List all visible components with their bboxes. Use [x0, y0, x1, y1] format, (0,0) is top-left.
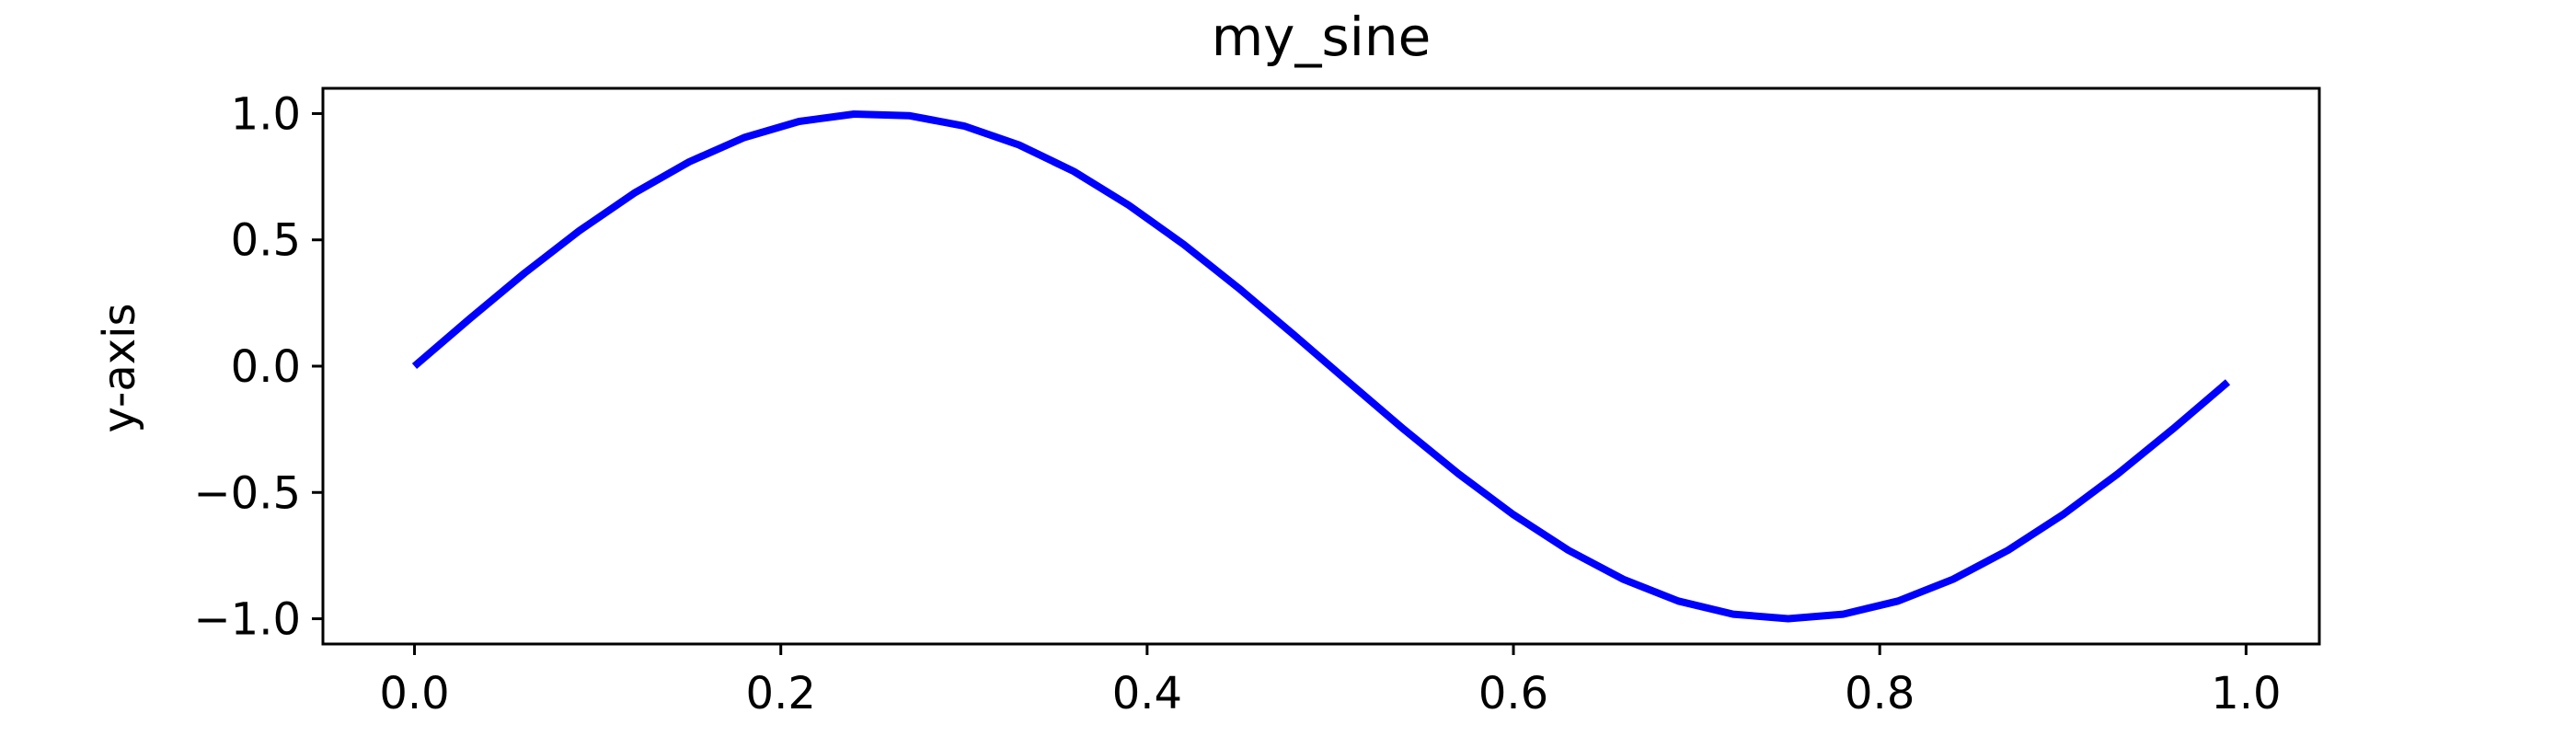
y-axis-label: y-axis: [94, 303, 145, 432]
y-tick-label: −0.5: [193, 467, 301, 519]
series-line: [411, 110, 2231, 623]
y-axis: 1.0 0.5 0.0 −0.5 −1.0: [193, 88, 323, 646]
y-tick-label: −1.0: [193, 594, 301, 646]
y-tick-label: 0.5: [231, 215, 301, 267]
x-tick-label: 0.0: [379, 668, 449, 719]
y-tick-label: 0.0: [231, 341, 301, 393]
series-layer: [411, 110, 2231, 623]
plot-area-frame: [321, 86, 2321, 646]
y-tick-label: 1.0: [231, 88, 301, 140]
x-axis: 0.0 0.2 0.4 0.6 0.8 1.0: [379, 644, 2282, 719]
x-tick-label: 0.2: [746, 668, 816, 719]
x-tick-label: 0.6: [1478, 668, 1548, 719]
x-tick-label: 1.0: [2211, 668, 2281, 719]
chart-title: my_sine: [1212, 6, 1432, 68]
x-tick-label: 0.8: [1845, 668, 1915, 719]
x-tick-label: 0.4: [1112, 668, 1182, 719]
